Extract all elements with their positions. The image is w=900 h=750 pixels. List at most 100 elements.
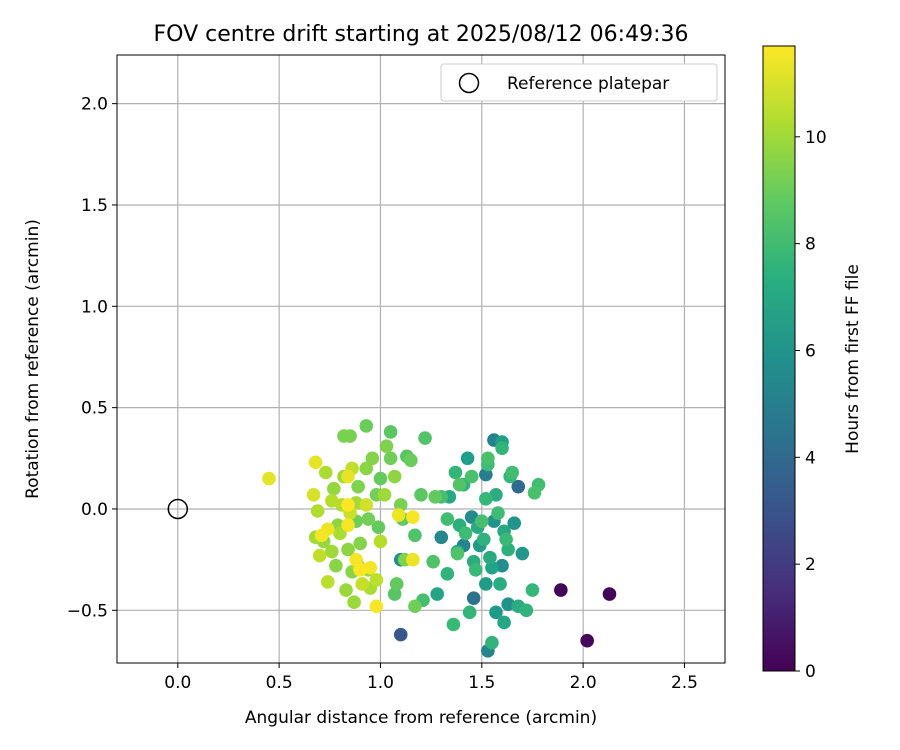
data-point [387,587,402,601]
data-point [511,479,526,494]
data-point [434,530,449,545]
data-point [353,562,368,577]
data-point [337,429,351,443]
data-point [365,451,380,466]
colorbar: 0 2 4 6 8 10 Hours from first FF file [762,45,863,682]
legend-entry-reference: Reference platepar [507,74,669,94]
legend-box [440,63,718,102]
plot-area [117,55,725,663]
data-point [479,492,493,506]
data-point [483,550,497,565]
data-point [525,583,540,597]
y-tick-label: 0.0 [81,500,108,520]
y-tick-label: 2.0 [81,95,108,115]
data-point [341,542,355,557]
data-point [499,532,513,547]
data-point [318,465,333,480]
data-point [440,512,455,526]
data-point [341,498,355,512]
data-point [507,516,522,530]
data-point [393,498,408,512]
data-point [351,479,365,494]
data-point [505,465,519,480]
chart-title: FOV centre drift starting at 2025/08/12 … [154,22,689,47]
data-point [310,504,325,518]
data-point [414,487,428,502]
x-tick-label: 0.0 [164,673,191,693]
data-point [308,455,323,470]
data-point [371,520,386,535]
data-point [446,617,461,632]
data-point [495,558,509,573]
data-point [458,526,473,541]
data-point [327,481,341,496]
data-point [485,635,499,650]
data-point [353,536,368,551]
data-point [391,508,406,522]
data-point [501,542,515,557]
data-point [306,487,321,502]
data-point [373,534,388,549]
data-point [418,431,432,445]
reference-layer [167,498,189,520]
data-point [479,467,493,482]
data-point [383,451,398,466]
reference-platepar-marker [167,498,189,520]
x-tick-label: 0.5 [266,673,293,693]
data-points [262,419,617,658]
data-point [341,469,355,484]
data-point [339,583,353,597]
data-point [452,477,467,492]
data-point [377,487,392,502]
data-point [408,528,422,543]
y-axis-ticks: −0.5 0.0 0.5 1.0 1.5 2.0 [67,95,117,621]
data-point [312,548,327,563]
colorbar-tick-label: 4 [805,448,816,468]
data-point [580,633,594,648]
data-point [475,514,489,528]
data-point [489,605,503,620]
y-tick-label: 0.5 [81,399,108,419]
data-point [369,599,384,614]
data-point [389,577,404,591]
x-axis-ticks: 0.0 0.5 1.0 1.5 2.0 2.5 [164,663,698,693]
data-point [387,469,402,484]
data-point [527,485,542,500]
data-point [460,451,475,466]
data-point [329,558,343,573]
colorbar-tick-label: 0 [805,662,816,682]
legend-reference-marker [458,72,480,94]
y-tick-label: −0.5 [67,601,108,621]
data-point [519,603,534,618]
legend: Reference platepar [440,63,718,102]
data-point [408,599,422,614]
data-point [341,518,355,532]
data-point [450,546,465,561]
plot-frame [116,54,726,664]
x-tick-label: 1.0 [367,673,394,693]
data-point [325,544,339,559]
data-point [430,587,445,601]
data-point [361,512,376,526]
data-point [393,627,408,642]
data-point [479,577,493,591]
x-tick-label: 2.0 [570,673,597,693]
data-point [355,577,370,591]
data-point [464,469,479,484]
y-tick-label: 1.0 [81,297,108,317]
data-point [428,490,442,504]
colorbar-tick-label: 6 [805,341,816,361]
data-point [359,461,374,476]
data-point [379,439,394,453]
data-point [602,587,617,601]
colorbar-tick-label: 2 [805,555,816,575]
data-point [373,471,388,486]
data-point [462,605,477,620]
data-point [320,575,335,589]
data-point [448,465,463,480]
data-point [497,615,511,630]
data-point [493,577,507,591]
data-point [363,560,378,575]
data-point [359,498,374,512]
